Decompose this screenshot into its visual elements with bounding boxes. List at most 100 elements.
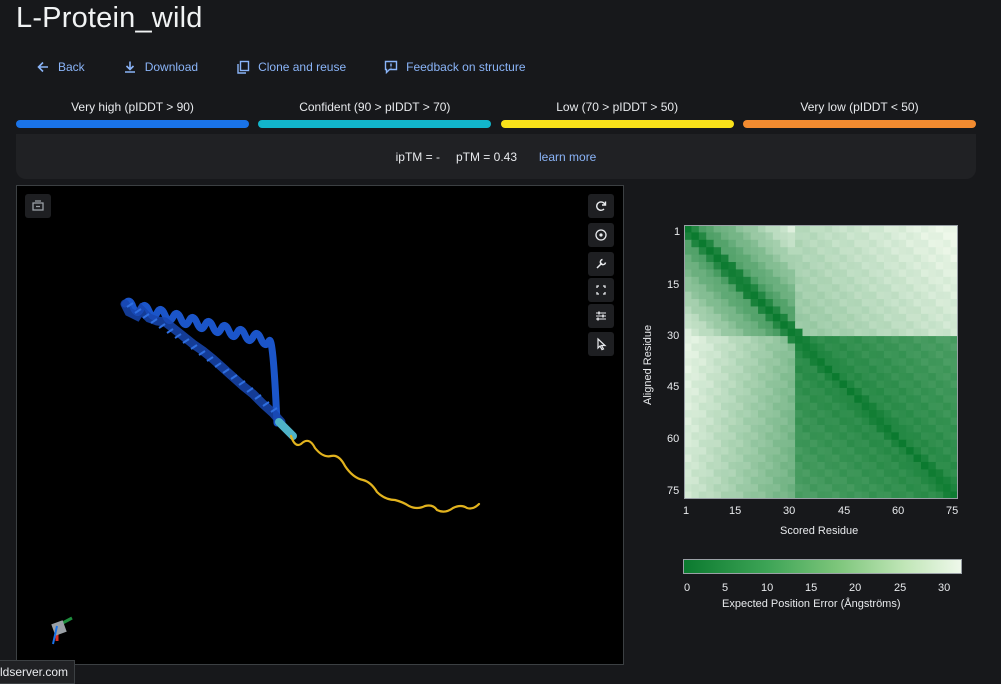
pae-cell [950,424,958,433]
pae-cell [780,402,789,411]
protein-structure[interactable] [17,186,623,664]
pae-cell [861,461,870,470]
pae-cell [876,321,885,330]
learn-more-link[interactable]: learn more [539,149,597,164]
pae-cell [787,484,796,493]
pae-cell [935,432,944,441]
rotate-button[interactable] [588,194,614,218]
pae-cell [913,365,922,374]
pae-cell [928,469,937,478]
pae-cell [765,380,774,389]
pae-cell [698,417,707,426]
pae-cell [802,432,811,441]
pae-cell [691,284,700,293]
pae-cell [765,350,774,359]
pae-cell [765,491,774,499]
clone-reuse-button[interactable]: Clone and reuse [236,60,346,74]
pae-cell [713,410,722,419]
pae-cell [943,232,952,241]
pae-cell [943,262,952,270]
pae-cell [802,476,811,485]
pae-cell [735,424,744,433]
pae-cell [728,365,737,374]
pae-heatmap[interactable] [684,225,958,499]
pae-cell [824,461,833,470]
pae-cell [854,269,863,278]
pae-cell [869,247,878,256]
pae-cell [765,484,774,493]
pae-cell [809,291,818,300]
pae-cell [943,432,952,441]
pae-cell [691,239,700,248]
pae-cell [846,387,855,396]
pae-cell [765,328,774,337]
pae-cell [713,461,722,470]
legend-label: Confident (90 > pIDDT > 70) [299,100,451,114]
pae-cell [809,313,818,322]
pae-cell [891,239,900,248]
pae-cell [735,291,744,300]
pae-cell [743,395,752,404]
pae-cell [787,269,796,278]
pae-cell [846,284,855,293]
select-button[interactable] [588,332,614,356]
pae-cell [876,291,885,300]
pae-cell [839,276,848,285]
pae-cell [950,343,958,352]
pae-cell [832,484,841,493]
feedback-button[interactable]: Feedback on structure [384,60,526,74]
pae-cell [802,269,811,278]
pae-cell [876,284,885,293]
pae-cell [950,410,958,419]
pae-cell [721,269,729,278]
pae-cell [943,365,952,374]
pae-cell [809,284,818,293]
pae-cell [839,395,848,404]
structure-viewer[interactable] [16,185,624,665]
settings-button[interactable] [588,304,614,328]
center-button[interactable] [588,223,614,247]
pae-cell [817,350,826,359]
pae-cell [846,358,855,367]
pae-cell [750,484,759,493]
pae-cell [869,417,878,426]
fullscreen-button[interactable] [588,278,614,302]
snapshot-button[interactable] [25,194,51,218]
download-button[interactable]: Download [123,60,198,74]
pae-cell [891,269,900,278]
pae-cell [832,284,841,293]
pae-cell [765,395,774,404]
pae-cell [913,373,922,382]
pae-cell [854,247,863,256]
pae-cell [698,454,707,463]
pae-cell [691,262,700,270]
pae-cell [721,454,729,463]
pae-cell [943,350,952,359]
pae-cell [920,276,929,285]
pae-cell [817,358,826,367]
pae-cell [684,491,692,499]
pae-cell [935,484,944,493]
pae-cell [787,313,796,322]
pae-cell [772,225,781,233]
pae-cell [713,402,722,411]
pae-cell [817,299,826,307]
pae-cell [817,469,826,478]
pae-cell [765,432,774,441]
tools-button[interactable] [588,252,614,276]
pae-cell [854,306,863,315]
pae-cell [935,350,944,359]
pae-cell [913,395,922,404]
pae-cell [713,454,722,463]
pae-cell [750,358,759,367]
pae-cell [824,321,833,330]
pae-cell [765,469,774,478]
pae-cell [913,313,922,322]
pae-cell [795,424,803,433]
back-button[interactable]: Back [36,60,85,74]
plddt-legend: Very high (pIDDT > 90) Confident (90 > p… [16,100,976,128]
pae-cell [713,484,722,493]
pae-cell [950,447,958,456]
pae-cell [898,343,907,352]
pae-cell [728,417,737,426]
